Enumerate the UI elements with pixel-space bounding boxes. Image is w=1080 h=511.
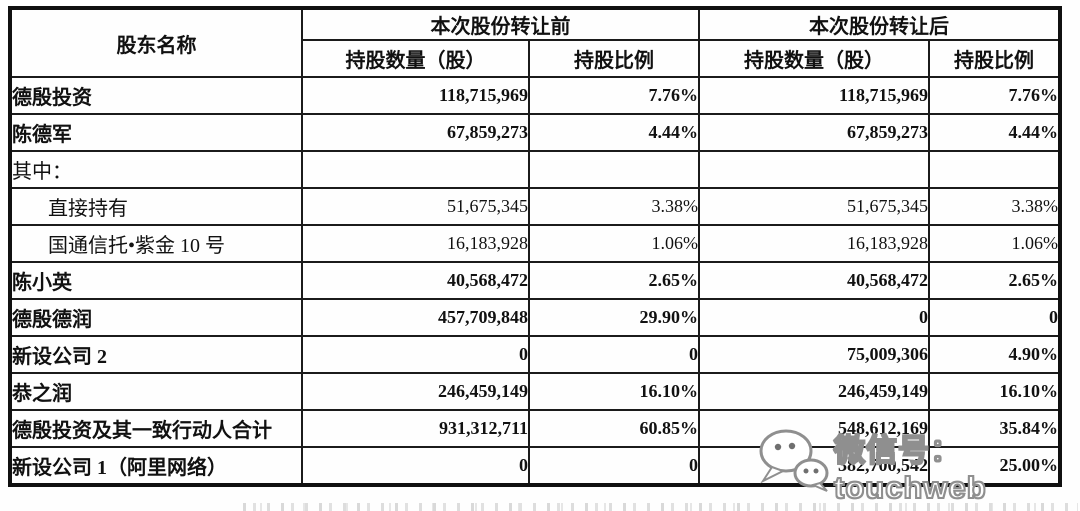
header-after-pct: 持股比例 <box>928 39 1061 78</box>
cell-after-pct: 16.10% <box>928 372 1061 411</box>
header-shareholder-name: 股东名称 <box>9 7 303 78</box>
cell-shareholder-name: 恭之润 <box>9 372 303 411</box>
cell-after-pct: 25.00% <box>928 446 1061 486</box>
cell-after-qty: 16,183,928 <box>698 224 930 263</box>
table-row: 其中： <box>9 150 1061 189</box>
cell-after-pct: 4.90% <box>928 335 1061 374</box>
table-row: 新设公司 1（阿里网络） 0 0 382,700,542 25.00% <box>9 446 1061 486</box>
header-after-qty: 持股数量（股） <box>698 39 930 78</box>
cell-after-qty: 67,859,273 <box>698 113 930 152</box>
cell-after-pct: 2.65% <box>928 261 1061 300</box>
cell-shareholder-name: 新设公司 2 <box>9 335 303 374</box>
cell-shareholder-name: 直接持有 <box>9 187 303 226</box>
table-row: 德殷投资及其一致行动人合计 931,312,711 60.85% 548,612… <box>9 409 1061 448</box>
cell-shareholder-name: 国通信托•紫金 10 号 <box>9 224 303 263</box>
cell-after-pct: 4.44% <box>928 113 1061 152</box>
header-after-transfer: 本次股份转让后 <box>698 7 1061 41</box>
table-group-header-row: 股东名称 本次股份转让前 本次股份转让后 <box>9 7 1061 78</box>
header-before-pct: 持股比例 <box>528 39 700 78</box>
cell-after-qty: 548,612,169 <box>698 409 930 448</box>
table-row: 恭之润 246,459,149 16.10% 246,459,149 16.10… <box>9 372 1061 411</box>
cell-after-qty: 51,675,345 <box>698 187 930 226</box>
header-before-transfer: 本次股份转让前 <box>301 7 700 41</box>
cell-before-qty: 246,459,149 <box>301 372 530 411</box>
cell-before-pct: 0 <box>528 446 700 486</box>
cell-before-pct: 29.90% <box>528 298 700 337</box>
cell-after-pct: 1.06% <box>928 224 1061 263</box>
cell-after-qty: 75,009,306 <box>698 335 930 374</box>
cell-before-pct: 1.06% <box>528 224 700 263</box>
cell-before-qty: 67,859,273 <box>301 113 530 152</box>
cell-before-qty: 118,715,969 <box>301 76 530 115</box>
cell-before-pct: 0 <box>528 335 700 374</box>
cell-after-qty: 118,715,969 <box>698 76 930 115</box>
cell-after-pct <box>928 150 1061 189</box>
table-row: 陈德军 67,859,273 4.44% 67,859,273 4.44% <box>9 113 1061 152</box>
cell-before-pct: 2.65% <box>528 261 700 300</box>
cell-after-pct: 35.84% <box>928 409 1061 448</box>
cell-before-qty: 457,709,848 <box>301 298 530 337</box>
cell-after-qty: 0 <box>698 298 930 337</box>
cell-shareholder-name: 陈小英 <box>9 261 303 300</box>
cell-before-qty: 16,183,928 <box>301 224 530 263</box>
cell-before-pct: 7.76% <box>528 76 700 115</box>
shareholding-table: 股东名称 本次股份转让前 本次股份转让后 持股数量（股） 持股比例 持股数量（股… <box>8 6 1062 487</box>
table-row: 新设公司 2 0 0 75,009,306 4.90% <box>9 335 1061 374</box>
cell-after-qty: 40,568,472 <box>698 261 930 300</box>
cell-before-pct: 3.38% <box>528 187 700 226</box>
cell-before-qty: 51,675,345 <box>301 187 530 226</box>
truncated-text-line <box>243 503 1078 511</box>
cell-after-qty: 382,700,542 <box>698 446 930 486</box>
header-before-qty: 持股数量（股） <box>301 39 530 78</box>
cell-before-pct: 60.85% <box>528 409 700 448</box>
cell-before-qty: 40,568,472 <box>301 261 530 300</box>
cell-after-qty <box>698 150 930 189</box>
table-row: 国通信托•紫金 10 号 16,183,928 1.06% 16,183,928… <box>9 224 1061 263</box>
cell-after-pct: 3.38% <box>928 187 1061 226</box>
cell-shareholder-name: 陈德军 <box>9 113 303 152</box>
cell-shareholder-name: 其中： <box>9 150 303 189</box>
cell-before-qty: 0 <box>301 446 530 486</box>
table-row: 陈小英 40,568,472 2.65% 40,568,472 2.65% <box>9 261 1061 300</box>
cell-before-pct: 4.44% <box>528 113 700 152</box>
cell-before-qty: 0 <box>301 335 530 374</box>
cell-shareholder-name: 德殷投资 <box>9 76 303 115</box>
cell-before-qty: 931,312,711 <box>301 409 530 448</box>
table-row: 德殷投资 118,715,969 7.76% 118,715,969 7.76% <box>9 76 1061 115</box>
cell-shareholder-name: 新设公司 1（阿里网络） <box>9 446 303 486</box>
cell-before-pct: 16.10% <box>528 372 700 411</box>
cell-before-pct <box>528 150 700 189</box>
cell-shareholder-name: 德殷投资及其一致行动人合计 <box>9 409 303 448</box>
cell-after-pct: 0 <box>928 298 1061 337</box>
table-row: 直接持有 51,675,345 3.38% 51,675,345 3.38% <box>9 187 1061 226</box>
table-row: 德殷德润 457,709,848 29.90% 0 0 <box>9 298 1061 337</box>
cell-before-qty <box>301 150 530 189</box>
table-sub-header-row: 持股数量（股） 持股比例 持股数量（股） 持股比例 <box>10 39 1061 78</box>
cell-after-qty: 246,459,149 <box>698 372 930 411</box>
cell-shareholder-name: 德殷德润 <box>9 298 303 337</box>
cell-after-pct: 7.76% <box>928 76 1061 115</box>
